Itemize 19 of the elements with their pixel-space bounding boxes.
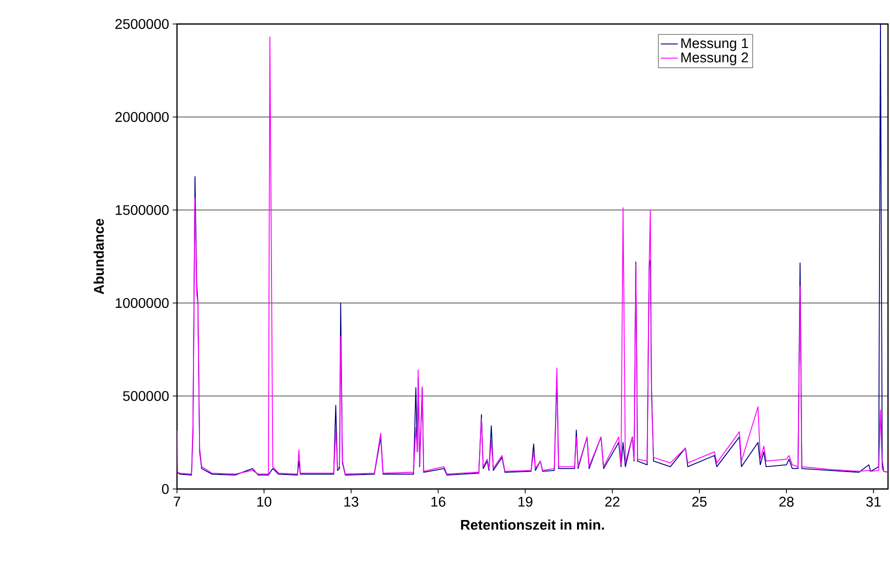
x-tick-label: 10 xyxy=(257,496,272,507)
y-tick-label: 1500000 xyxy=(116,205,169,215)
x-tick-label: 16 xyxy=(431,496,446,507)
y-tick-label: 0 xyxy=(162,484,169,494)
y-tick-label: 2500000 xyxy=(115,19,169,29)
x-axis-title: Retentionszeit in min. xyxy=(461,520,604,530)
legend-label: Messung 2 xyxy=(681,52,748,66)
legend-label: Messung 1 xyxy=(681,38,748,51)
x-tick-label: 31 xyxy=(866,496,881,507)
x-tick-label: 28 xyxy=(779,496,794,507)
y-axis-title: Abundance xyxy=(94,218,104,294)
x-tick-label: 7 xyxy=(174,496,180,506)
x-tick-label: 22 xyxy=(605,496,620,507)
x-tick-label: 19 xyxy=(518,496,532,507)
y-tick-label: 500000 xyxy=(123,391,169,401)
x-tick-label: 25 xyxy=(692,496,707,507)
y-tick-label: 2000000 xyxy=(115,112,169,122)
y-tick-label: 1000000 xyxy=(116,298,169,308)
x-tick-label: 13 xyxy=(344,496,358,507)
